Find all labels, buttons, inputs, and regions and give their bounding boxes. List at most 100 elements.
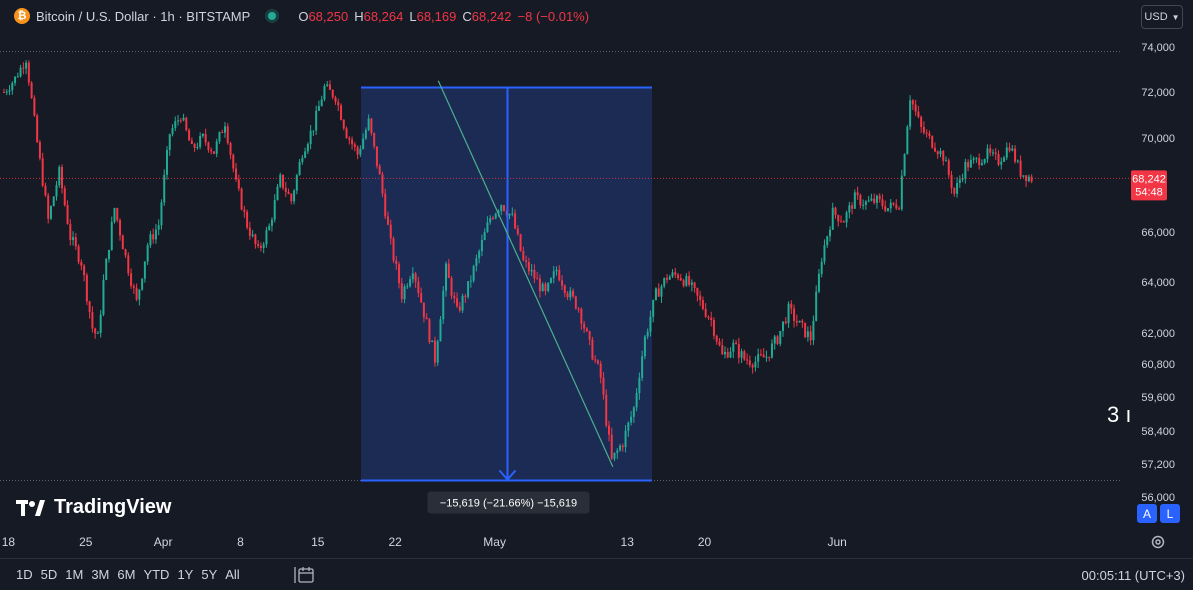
candle-body <box>889 202 892 209</box>
candle-body <box>549 278 552 283</box>
x-tick-label: 18 <box>2 535 16 549</box>
candle-body <box>1003 157 1006 162</box>
candle-body <box>102 279 105 315</box>
candle-body <box>199 135 202 147</box>
candle-body <box>44 185 47 196</box>
measure-label: −15,619 (−21.66%) −15,619 <box>440 498 577 510</box>
candle-body <box>284 187 287 192</box>
candle-body <box>5 91 8 93</box>
x-tick-label: 8 <box>237 535 244 549</box>
candle-body <box>464 295 467 297</box>
range-tab-1d[interactable]: 1D <box>16 567 33 582</box>
candle-body <box>210 149 213 152</box>
candle-body <box>779 330 782 344</box>
candle-body <box>964 162 967 179</box>
candle-body <box>154 229 157 240</box>
candle-body <box>77 246 80 262</box>
candle-body <box>165 149 168 175</box>
candle-body <box>649 316 652 332</box>
candle-body <box>875 195 878 203</box>
candle-body <box>729 351 732 358</box>
candle-body <box>624 430 627 448</box>
range-tab-1y[interactable]: 1Y <box>177 567 194 582</box>
range-tab-6m[interactable]: 6M <box>117 567 136 582</box>
candle-body <box>743 351 746 360</box>
candle-body <box>323 85 326 100</box>
ohlc-high-value: 68,264 <box>363 8 404 24</box>
range-tab-ytd[interactable]: YTD <box>143 567 170 582</box>
candle-body <box>693 282 696 288</box>
brand-name: TradingView <box>54 496 172 518</box>
candle-body <box>773 336 776 344</box>
candle-body <box>25 62 28 69</box>
log-scale-button[interactable]: L <box>1160 504 1180 523</box>
candle-body <box>370 118 373 133</box>
chevron-down-icon: ▼ <box>1171 12 1180 22</box>
candle-body <box>834 207 837 216</box>
candle-body <box>295 175 298 191</box>
range-tab-5d[interactable]: 5D <box>40 567 58 582</box>
candle-body <box>204 134 207 143</box>
bottom-toolbar: 1D 5D 1M 3M 6M YTD 1Y 5Y All 00:05:11 (U… <box>0 558 1193 590</box>
candle-body <box>699 295 702 301</box>
candle-body <box>268 225 271 231</box>
candle-body <box>14 76 17 83</box>
date-range-calendar-icon[interactable] <box>294 566 314 584</box>
candle-body <box>688 276 691 285</box>
auto-scale-button[interactable]: A <box>1137 504 1157 523</box>
y-tick-label: 66,000 <box>1141 227 1175 239</box>
candle-body <box>436 341 439 363</box>
candle-body <box>975 158 978 160</box>
candle-body <box>922 127 925 133</box>
candle-body <box>873 198 876 203</box>
range-tab-3m[interactable]: 3M <box>91 567 110 582</box>
candle-body <box>511 213 514 215</box>
market-status-icon[interactable] <box>268 12 277 20</box>
symbol-info[interactable]: ₿ Bitcoin / U.S. Dollar · 1h · BITSTAMP … <box>14 8 589 24</box>
candle-body <box>130 273 133 286</box>
candle-body <box>185 117 188 131</box>
clock-timezone[interactable]: 00:05:11 (UTC+3) <box>1081 568 1185 583</box>
candle-body <box>229 143 232 155</box>
price-chart[interactable]: −15,619 (−21.66%) −15,619 74,000 72,000 70,… <box>0 0 1193 558</box>
candle-body <box>1014 148 1017 162</box>
candle-body <box>961 178 964 180</box>
candle-body <box>812 320 815 341</box>
candle-body <box>378 165 381 175</box>
candle-body <box>864 201 867 205</box>
candle-body <box>782 321 785 331</box>
candle-body <box>414 273 417 282</box>
candle-body <box>972 158 975 160</box>
candle-body <box>337 101 340 106</box>
candle-body <box>248 227 251 236</box>
range-tab-all[interactable]: All <box>225 567 240 582</box>
currency-button[interactable]: USD ▼ <box>1141 5 1183 29</box>
range-tab-5y[interactable]: 5Y <box>201 567 218 582</box>
candle-body <box>942 150 945 161</box>
candle-body <box>279 174 282 187</box>
candle-body <box>456 298 459 307</box>
candle-body <box>221 132 224 134</box>
candle-body <box>127 255 130 274</box>
candle-body <box>790 303 793 309</box>
candle-body <box>757 354 760 362</box>
ohlc-open-value: 68,250 <box>308 8 349 24</box>
measure-label-box <box>427 491 590 514</box>
candle-body <box>950 175 953 188</box>
candle-body <box>525 260 528 262</box>
candle-body <box>613 452 616 459</box>
candle-body <box>265 230 268 245</box>
candle-body <box>696 287 699 296</box>
settings-gear-icon[interactable] <box>1150 534 1166 550</box>
symbol-title[interactable]: Bitcoin / U.S. Dollar · 1h · BITSTAMP <box>36 8 251 24</box>
candle-body <box>282 174 285 188</box>
candle-body <box>911 100 914 105</box>
candle-body <box>49 206 52 219</box>
candle-body <box>845 212 848 223</box>
side-glyph: 3 ı <box>1107 402 1132 427</box>
candle-body <box>740 351 743 358</box>
candle-body <box>519 234 522 251</box>
candle-body <box>533 269 536 279</box>
range-tab-1m[interactable]: 1M <box>65 567 84 582</box>
candle-body <box>978 158 981 166</box>
